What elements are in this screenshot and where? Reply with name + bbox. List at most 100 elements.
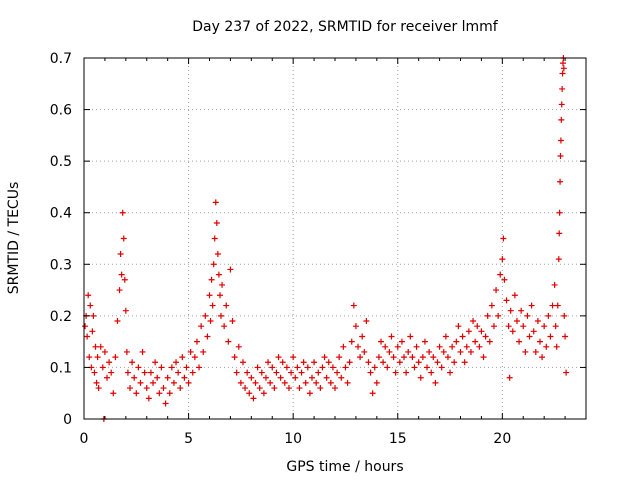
data-point: [409, 354, 416, 361]
data-point: [139, 348, 146, 355]
data-point: [104, 374, 111, 381]
data-point: [543, 343, 550, 350]
data-point: [490, 323, 497, 330]
data-point: [488, 302, 495, 309]
data-point: [453, 338, 460, 345]
data-point: [357, 354, 364, 361]
data-point: [459, 333, 466, 340]
axis-ticks: [83, 57, 587, 420]
data-point: [421, 338, 428, 345]
data-point: [108, 369, 115, 376]
data-point: [118, 271, 125, 278]
data-point: [187, 348, 194, 355]
data-point: [442, 333, 449, 340]
data-point: [162, 400, 169, 407]
data-point: [177, 385, 184, 392]
data-point: [160, 385, 167, 392]
x-tick-label: 0: [80, 431, 89, 447]
data-point: [363, 318, 370, 325]
data-point: [281, 379, 288, 386]
y-tick-labels: 0 0.1 0.2 0.3 0.4 0.5 0.6 0.7: [50, 51, 72, 428]
data-point: [528, 302, 535, 309]
data-point: [275, 354, 282, 361]
data-point: [239, 359, 246, 366]
data-point: [101, 348, 108, 355]
data-point: [124, 369, 131, 376]
data-point: [438, 364, 445, 371]
data-point: [315, 369, 322, 376]
data-point: [526, 333, 533, 340]
data-point: [509, 328, 516, 335]
data-point: [559, 85, 566, 92]
data-point: [127, 385, 134, 392]
data-point: [265, 359, 272, 366]
data-point: [424, 364, 431, 371]
data-point: [417, 374, 424, 381]
data-point: [384, 364, 391, 371]
data-point: [547, 333, 554, 340]
data-point: [112, 354, 119, 361]
data-point: [94, 354, 101, 361]
data-point: [99, 364, 106, 371]
data-point: [290, 354, 297, 361]
data-point: [110, 390, 117, 397]
data-point: [150, 379, 157, 386]
data-point: [306, 390, 313, 397]
data-point: [348, 338, 355, 345]
data-point: [85, 292, 92, 299]
data-point: [559, 70, 566, 77]
data-point: [449, 343, 456, 350]
data-point: [227, 266, 234, 273]
y-tick-label: 0.5: [50, 154, 72, 170]
data-point: [300, 359, 307, 366]
data-point: [158, 364, 165, 371]
x-tick-label: 20: [493, 431, 511, 447]
data-point: [248, 374, 255, 381]
data-point: [97, 343, 104, 350]
data-point: [369, 390, 376, 397]
data-point: [302, 379, 309, 386]
data-point: [434, 359, 441, 366]
data-point: [415, 359, 422, 366]
data-point: [396, 359, 403, 366]
data-point: [539, 354, 546, 361]
data-point: [298, 369, 305, 376]
data-point: [361, 348, 368, 355]
data-point: [120, 235, 127, 242]
data-point: [288, 369, 295, 376]
data-point: [530, 328, 537, 335]
data-point: [250, 395, 257, 402]
x-tick-label: 10: [284, 431, 302, 447]
data-point: [152, 359, 159, 366]
data-point: [260, 390, 267, 397]
data-point: [90, 312, 97, 319]
data-point: [129, 359, 136, 366]
data-point: [214, 250, 221, 257]
data-point: [168, 364, 175, 371]
data-point: [308, 374, 315, 381]
data-point: [156, 390, 163, 397]
data-point: [119, 209, 126, 216]
data-point: [215, 271, 222, 278]
data-point: [311, 359, 318, 366]
data-point: [398, 338, 405, 345]
data-point: [334, 369, 341, 376]
data-point: [143, 385, 150, 392]
data-point: [447, 369, 454, 376]
x-tick-label: 5: [184, 431, 193, 447]
data-point: [325, 359, 332, 366]
data-point: [273, 369, 280, 376]
data-point: [231, 354, 238, 361]
data-point: [164, 374, 171, 381]
data-point: [559, 60, 566, 67]
data-point: [551, 281, 558, 288]
data-point: [317, 385, 324, 392]
data-point: [382, 343, 389, 350]
data-point: [499, 256, 506, 263]
data-point: [365, 359, 372, 366]
data-point: [350, 302, 357, 309]
y-tick-label: 0.3: [50, 257, 72, 273]
data-point: [327, 379, 334, 386]
y-tick-label: 0: [63, 412, 72, 428]
